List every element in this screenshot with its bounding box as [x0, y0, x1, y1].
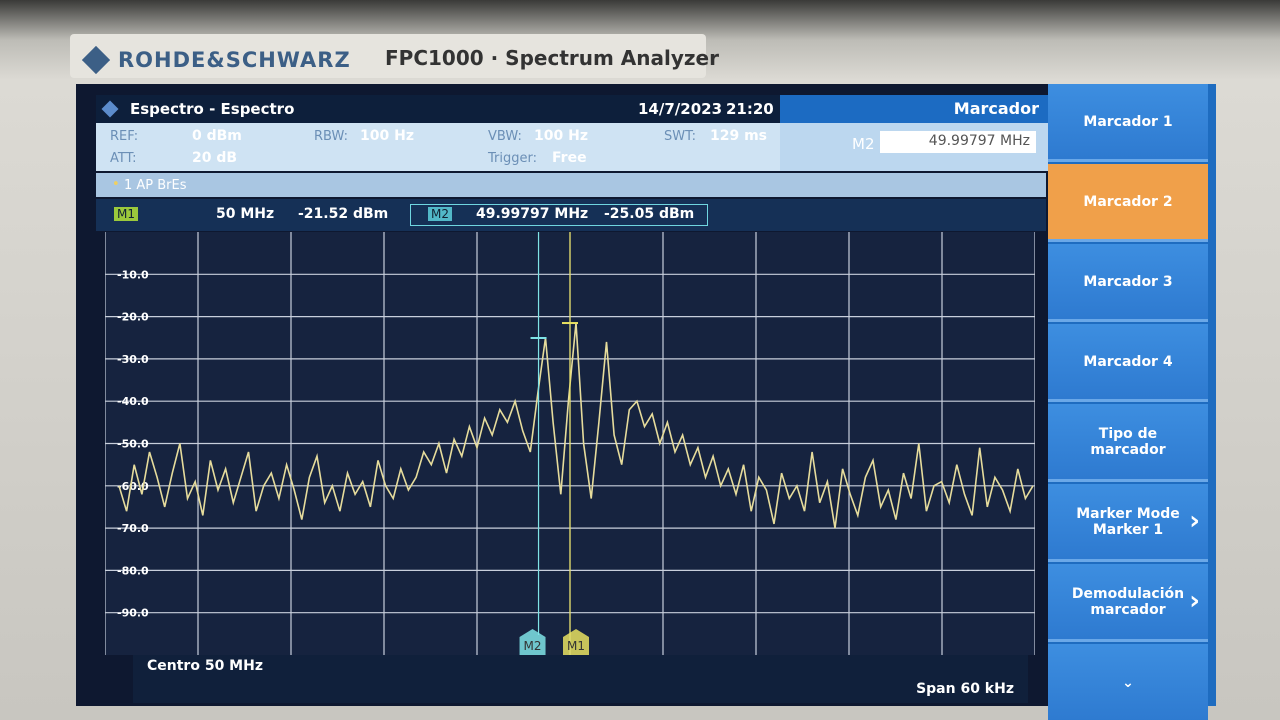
y-tick-label: -40.0 — [117, 395, 149, 408]
marker-readout-frame — [410, 204, 708, 226]
status-label: REF: — [110, 129, 139, 144]
mode-icon — [101, 100, 119, 118]
marker-badge-label: M1 — [567, 639, 585, 653]
panel-title: Marcador — [953, 99, 1039, 118]
input-label: M2 — [852, 135, 875, 153]
input-field[interactable]: 49.99797 MHz — [880, 131, 1036, 153]
more-button[interactable]: ⌄ — [1048, 644, 1208, 720]
status-value: 100 Hz — [534, 128, 588, 144]
marker-readout-freq: 49.99797 MHz — [476, 206, 589, 222]
softkey[interactable]: Marcador 3 — [1048, 244, 1208, 322]
softkey-column: Marcador 1 Marcador 2 Marcador 3 Marcador 4… — [1048, 84, 1216, 720]
trace-info-bar: • 1 AP BrEs — [96, 173, 1046, 197]
status-bar: REF: 0 dBm ATT: 20 dB RBW: 100 Hz VBW: 100 Hz Tr… — [96, 123, 780, 171]
status-value: 100 Hz — [360, 128, 414, 144]
y-tick-label: -50.0 — [117, 438, 149, 451]
status-label: Trigger: — [488, 151, 537, 166]
marker-readout-bar: M1 50 MHz -21.52 dBm M2 49.99797 MHz -25.05 d… — [96, 199, 1046, 231]
time: 21:20 — [726, 100, 774, 118]
trace-info: 1 AP BrEs — [124, 178, 187, 193]
marker-readout-level: -21.52 dBm — [298, 206, 389, 222]
marker-readout-name: M1 — [114, 207, 138, 221]
trace-dot: • — [112, 177, 120, 192]
center-frequency: Centro 50 MHz — [147, 658, 263, 674]
logo-icon — [82, 46, 110, 74]
marker-readout-level: -25.05 dBm — [604, 206, 695, 222]
y-tick-label: -10.0 — [117, 268, 149, 281]
marker-badge — [519, 629, 546, 655]
footer-bar: Centro 50 MHz Span 60 kHz — [133, 655, 1028, 703]
marker-readout-freq: 50 MHz — [216, 206, 275, 222]
status-label: ATT: — [110, 151, 137, 166]
softkey[interactable]: Demodulación marcador › — [1048, 564, 1208, 642]
status-label: SWT: — [664, 129, 696, 144]
chevron: › — [1189, 586, 1200, 616]
brand: ROHDE&SCHWARZ — [118, 48, 351, 72]
marker-panel: Marcador M2 49.99797 MHz — [780, 95, 1055, 171]
status-label: RBW: — [314, 129, 348, 144]
model: FPC1000 · Spectrum Analyzer — [385, 46, 719, 70]
status-value: 129 ms — [710, 128, 768, 144]
logo-plate — [70, 34, 706, 78]
mode: Espectro - Espectro — [130, 100, 295, 118]
y-tick-label: -30.0 — [117, 353, 149, 366]
status-label: VBW: — [488, 129, 522, 144]
status-value: 20 dB — [192, 150, 238, 166]
status-value: 0 dBm — [192, 128, 242, 144]
marker-readout-name: M2 — [428, 207, 452, 221]
softkey[interactable]: Marcador 1 — [1048, 84, 1208, 162]
y-tick-label: -80.0 — [117, 564, 149, 577]
panel-title-bar — [780, 95, 1055, 123]
marker-badge-label: M2 — [524, 639, 542, 653]
y-tick-label: -90.0 — [117, 607, 149, 620]
status-value: Free — [552, 150, 587, 166]
marker-badge — [563, 629, 589, 655]
chevron: › — [1189, 506, 1200, 536]
date: 14/7/2023 — [638, 100, 723, 118]
softkey[interactable]: Tipo de marcador — [1048, 404, 1208, 482]
softkey[interactable]: Marcador 4 — [1048, 324, 1208, 402]
span: Span 60 kHz — [916, 681, 1014, 697]
softkey[interactable]: Marcador 2 — [1048, 164, 1208, 242]
softkey[interactable]: Marker Mode Marker 1 › — [1048, 484, 1208, 562]
header-bar: Espectro - Espectro 14/7/2023 21:20 — [96, 95, 780, 123]
spectrum-plot: -10.0-20.0-30.0-40.0-50.0-60.0-70.0-80.0… — [105, 232, 1035, 655]
y-tick-label: -20.0 — [117, 311, 149, 324]
y-tick-label: -70.0 — [117, 522, 149, 535]
